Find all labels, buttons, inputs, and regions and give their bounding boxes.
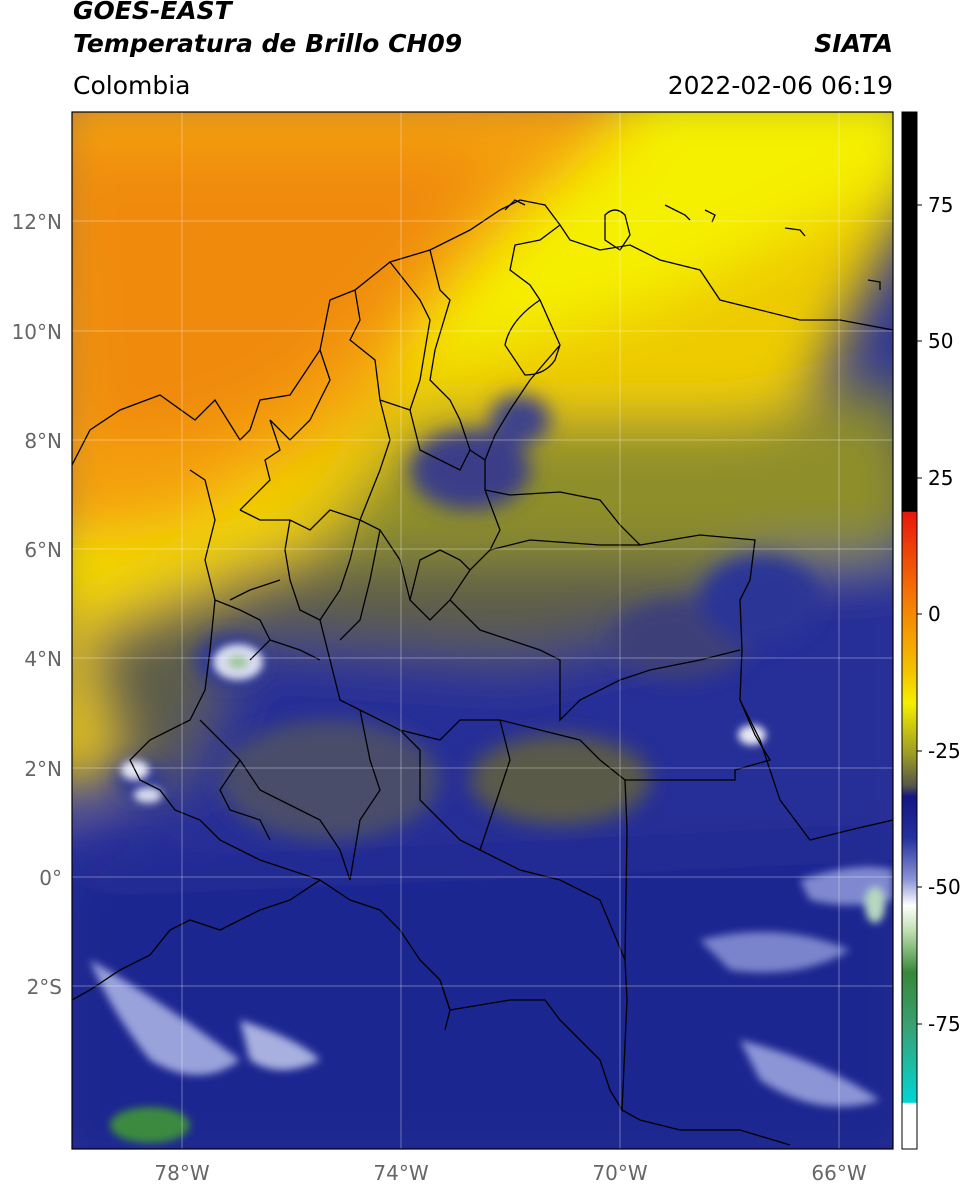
colorbar-gradient [901, 111, 918, 1150]
lat-tick-label: 12°N [12, 210, 62, 234]
lat-tick-label: 6°N [24, 538, 62, 562]
map-frame [71, 111, 894, 1150]
product-title: Temperatura de Brillo CH09 [73, 29, 463, 58]
colorbar-tick-label: 25 [928, 466, 953, 490]
lon-tick-label: 70°W [592, 1161, 647, 1185]
lat-tick-label: 4°N [24, 647, 62, 671]
graticule [72, 112, 893, 1149]
lat-tick-label: 2°N [24, 757, 62, 781]
latitude-labels: 12°N 10°N 8°N 6°N 4°N 2°N 0° 2°S [12, 210, 62, 999]
colorbar-tick-label: -75 [928, 1012, 961, 1036]
lon-tick-label: 78°W [154, 1161, 209, 1185]
lon-tick-label: 66°W [811, 1161, 866, 1185]
colorbar-tick-label: 0 [928, 602, 941, 626]
longitude-labels: 78°W 74°W 70°W 66°W [154, 1161, 866, 1185]
lat-tick-label: 10°N [12, 320, 62, 344]
satellite-title: GOES-EAST [73, 0, 232, 25]
lat-tick-label: 2°S [27, 975, 62, 999]
country-borders [72, 199, 893, 1146]
datetime-label: 2022-02-06 06:19 [667, 71, 893, 100]
region-label: Colombia [73, 71, 191, 100]
colorbar-tick-label: -25 [928, 739, 961, 763]
colorbar-tick-label: -50 [928, 875, 961, 899]
lat-tick-label: 0° [39, 866, 62, 890]
colorbar-tick-label: 50 [928, 329, 953, 353]
brightness-temperature-field [72, 112, 893, 1149]
colorbar-tick-label: 75 [928, 193, 953, 217]
lon-tick-label: 74°W [373, 1161, 428, 1185]
brand-label: SIATA [814, 29, 893, 58]
lat-tick-label: 8°N [24, 429, 62, 453]
colorbar: 75 50 25 0 -25 -50 -75 [901, 111, 961, 1150]
